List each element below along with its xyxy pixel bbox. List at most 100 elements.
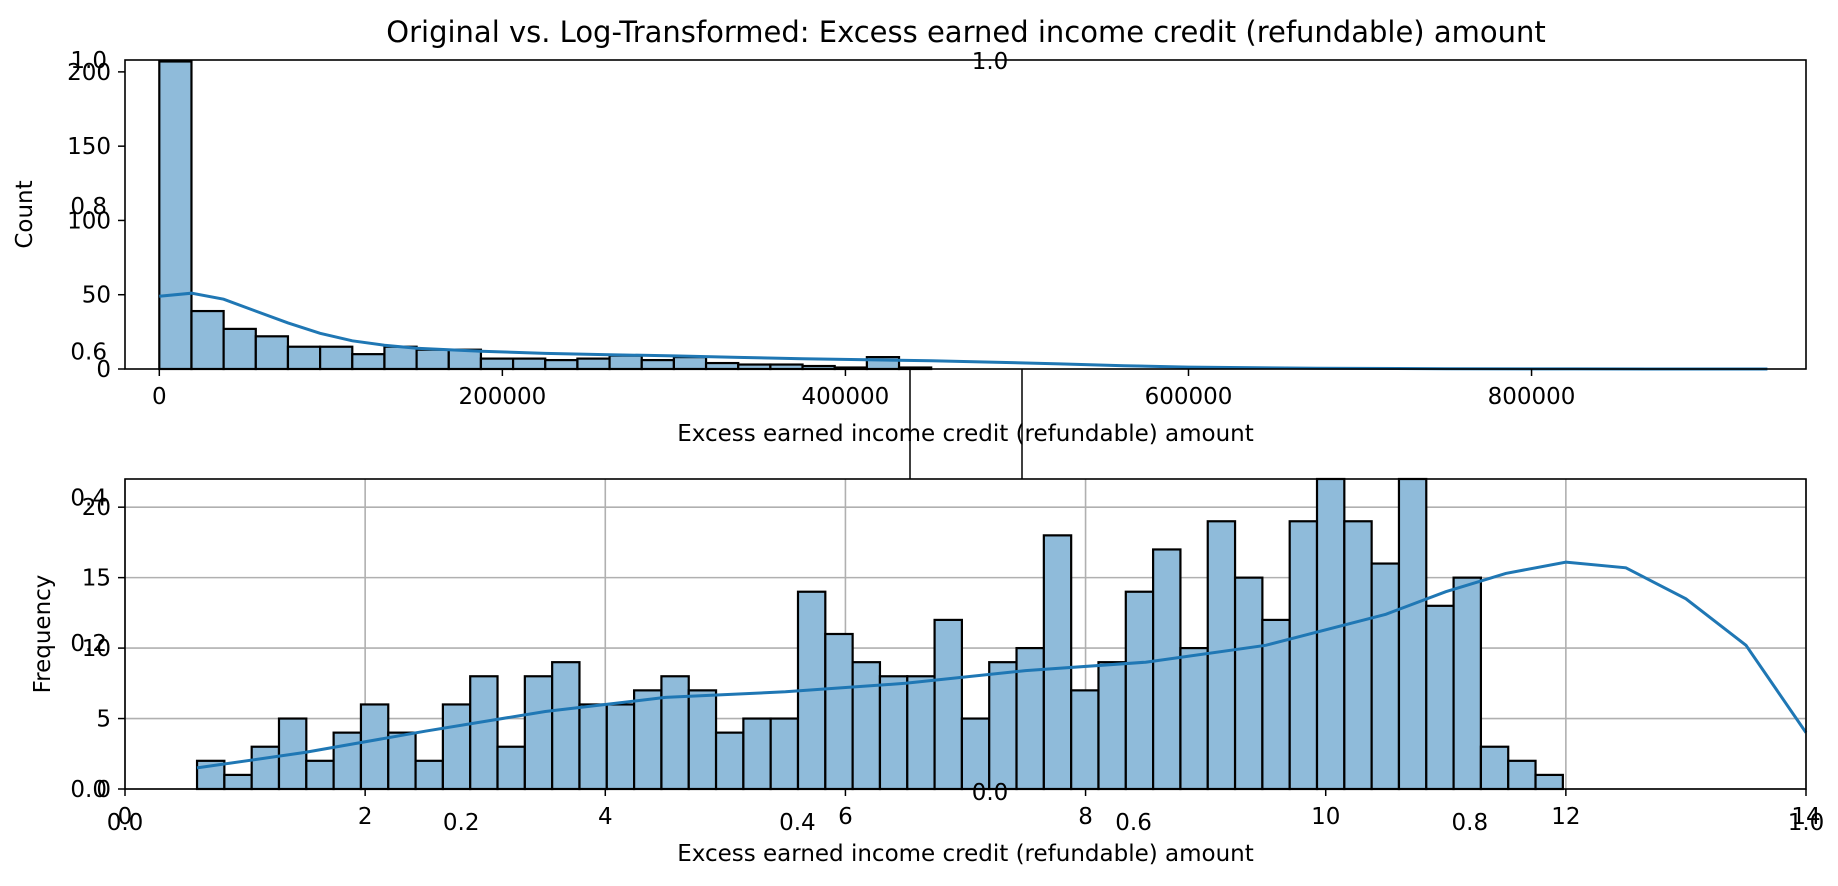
histogram-bar	[415, 348, 450, 371]
histogram-bar	[640, 358, 675, 371]
histogram-bar	[704, 361, 740, 371]
histogram-bar	[660, 675, 690, 791]
x-tick-label: 14	[1791, 804, 1820, 830]
histogram-bar	[687, 689, 718, 791]
overlay-y-tick-label: 0.4	[70, 485, 107, 511]
x-tick-label: 6	[838, 804, 853, 830]
histogram-bar	[414, 759, 444, 791]
histogram-bar	[1097, 661, 1127, 791]
histogram-bar	[551, 661, 581, 791]
histogram-bar	[1206, 520, 1237, 791]
histogram-bar	[1233, 576, 1264, 791]
histogram-bar	[672, 356, 708, 371]
y-axis-label: Count	[12, 180, 38, 248]
histogram-bar	[383, 345, 418, 371]
x-axis-label: Excess earned income credit (refundable)…	[677, 421, 1254, 447]
histogram-bar	[1370, 562, 1401, 791]
x-tick-label: 800000	[1488, 384, 1576, 410]
histogram-bar	[1070, 689, 1100, 791]
histogram-bar	[960, 717, 991, 791]
overlay-x-tick-label: 0.6	[1115, 810, 1152, 836]
histogram-bar	[387, 731, 417, 791]
histogram-bar	[223, 773, 253, 791]
kde-curve	[159, 291, 1768, 371]
overlay-x-tick-label: 0.8	[1452, 810, 1489, 836]
histogram-bar	[578, 703, 608, 791]
histogram-bar	[523, 675, 554, 791]
histogram-bar	[633, 689, 663, 791]
overlay-y-tick-label: 1.0	[70, 48, 107, 74]
y-tick-label: 100	[67, 208, 111, 234]
histogram-bar	[351, 353, 386, 371]
figure-title: Original vs. Log-Transformed: Excess ear…	[386, 15, 1545, 49]
y-tick-label: 10	[82, 636, 111, 662]
x-tick-label: 2	[358, 804, 373, 830]
y-tick-label: 0	[96, 777, 111, 803]
x-tick-label: 4	[598, 804, 613, 830]
histogram-bar	[441, 703, 472, 791]
histogram-bar	[158, 60, 193, 371]
y-tick-label: 0	[96, 357, 111, 383]
histogram-bar	[479, 357, 515, 371]
axes-frames	[124, 59, 1807, 790]
histogram-bar	[1425, 604, 1455, 791]
x-tick-label: 8	[1078, 804, 1093, 830]
overlay-y-tick-label: 0.2	[70, 631, 107, 657]
overlay-y-tick-label: 0.8	[70, 194, 107, 220]
histogram-bar	[1397, 477, 1428, 791]
y-tick-label: 150	[67, 134, 111, 160]
histogram-bar	[1124, 590, 1155, 791]
axes-frame	[124, 59, 1807, 370]
y-tick-label: 50	[82, 283, 111, 309]
overlay-x-tick-label: 0.0	[107, 810, 144, 836]
histogram-bar	[1452, 576, 1483, 791]
histogram-bar	[305, 759, 335, 791]
histogram-bar	[332, 731, 363, 791]
y-tick-label: 5	[96, 707, 111, 733]
x-tick-label: 0	[118, 804, 133, 830]
overlay-x-tick-label: 0.2	[443, 810, 480, 836]
histogram-bar	[1343, 520, 1373, 791]
x-tick-label: 0	[152, 384, 167, 410]
histogram-bar	[1479, 745, 1510, 791]
overlay-y-tick-label: 0.6	[70, 340, 107, 366]
histogram-bar	[1288, 520, 1319, 791]
overlay-axis-ticks: 0.0 0.2 0.4 0.6 0.8 1.0 0.0 0.2 0.4 0.6 0.8 1.0	[70, 48, 1824, 836]
histogram-bar	[496, 745, 526, 791]
histogram-bar	[1315, 477, 1346, 791]
histogram-bar	[447, 348, 483, 371]
x-tick-label: 200000	[458, 384, 546, 410]
x-tick-label: 400000	[802, 384, 890, 410]
histogram-bar	[878, 675, 909, 791]
x-tick-label: 10	[1311, 804, 1340, 830]
histogram-bar	[933, 618, 963, 791]
histogram-bar	[544, 358, 579, 371]
y-tick-label: 15	[82, 566, 111, 592]
axes-frame	[124, 478, 1807, 790]
histogram-bar	[359, 703, 390, 791]
histogram-bar	[250, 745, 281, 791]
histogram-bar	[824, 632, 854, 791]
overlay-y-tick-label: 0.0	[70, 777, 107, 803]
histogram-bar	[906, 675, 936, 791]
overlay-x-tick-label: 1.0	[1788, 810, 1825, 836]
histogram-bar	[605, 703, 636, 791]
histogram-bar	[1152, 548, 1182, 791]
histogram-bar	[608, 354, 643, 371]
kde-curve	[196, 560, 1808, 770]
histogram-bar	[1534, 773, 1564, 791]
overlay-x-tick-label: 0.4	[779, 810, 816, 836]
histogram-bar	[714, 731, 745, 791]
top-histogram: 0 200000 400000 600000 800000 0 50 100 150 200 Exc…	[12, 60, 1768, 447]
x-tick-label: 600000	[1145, 384, 1233, 410]
histogram-bar	[1507, 759, 1537, 791]
histogram-bar	[222, 327, 257, 371]
x-tick-label: 12	[1551, 804, 1580, 830]
x-axis-label: Excess earned income credit (refundable)…	[677, 841, 1254, 867]
y-tick-label: 20	[82, 495, 111, 521]
histogram-bar	[286, 345, 322, 371]
y-axis-label: Frequency	[30, 575, 56, 694]
histogram-bar	[851, 661, 882, 791]
histogram-bar	[988, 661, 1018, 791]
